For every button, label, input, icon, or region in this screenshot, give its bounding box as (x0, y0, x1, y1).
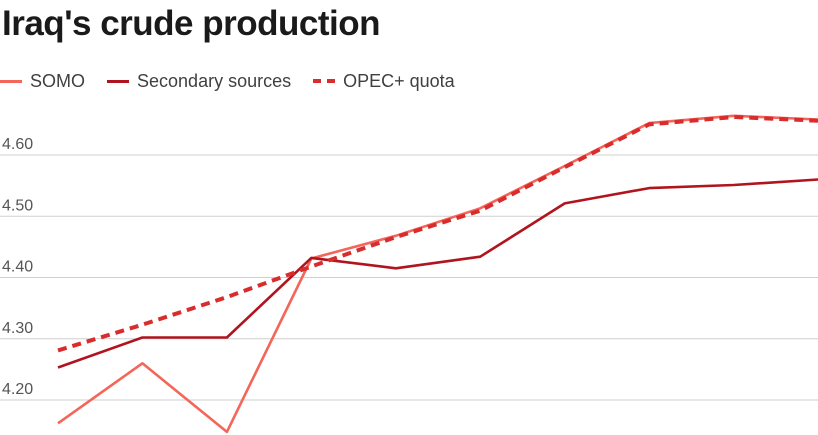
legend-label-somo: SOMO (30, 70, 86, 91)
y-tick-label: 4.20 (2, 381, 33, 398)
y-tick-label: 4.50 (2, 197, 33, 214)
legend-item-opec-quota: OPEC+ quota (313, 71, 455, 92)
series-lines (57, 114, 818, 434)
legend-label-opec-quota: OPEC+ quota (343, 70, 455, 91)
chart-title: Iraq's crude production (2, 4, 380, 43)
y-tick-label: 4.30 (2, 320, 33, 337)
legend: SOMO Secondary sources OPEC+ quota (0, 68, 477, 94)
y-tick-label: 4.60 (2, 136, 33, 153)
legend-swatch-somo (0, 79, 22, 83)
legend-swatch-secondary-sources (107, 79, 130, 83)
legend-swatch-opec-quota (313, 79, 336, 83)
gridlines (0, 154, 818, 401)
series-line-opec-quota (57, 115, 818, 353)
y-tick-label: 4.40 (2, 259, 33, 276)
legend-item-secondary-sources: Secondary sources (107, 71, 291, 92)
series-line-somo (57, 114, 818, 434)
legend-item-somo: SOMO (0, 71, 85, 92)
y-axis-ticks: 4.20 4.30 4.40 4.50 4.60 (2, 136, 33, 398)
legend-label-secondary-sources: Secondary sources (137, 70, 292, 91)
series-line-secondary-sources (57, 178, 818, 369)
